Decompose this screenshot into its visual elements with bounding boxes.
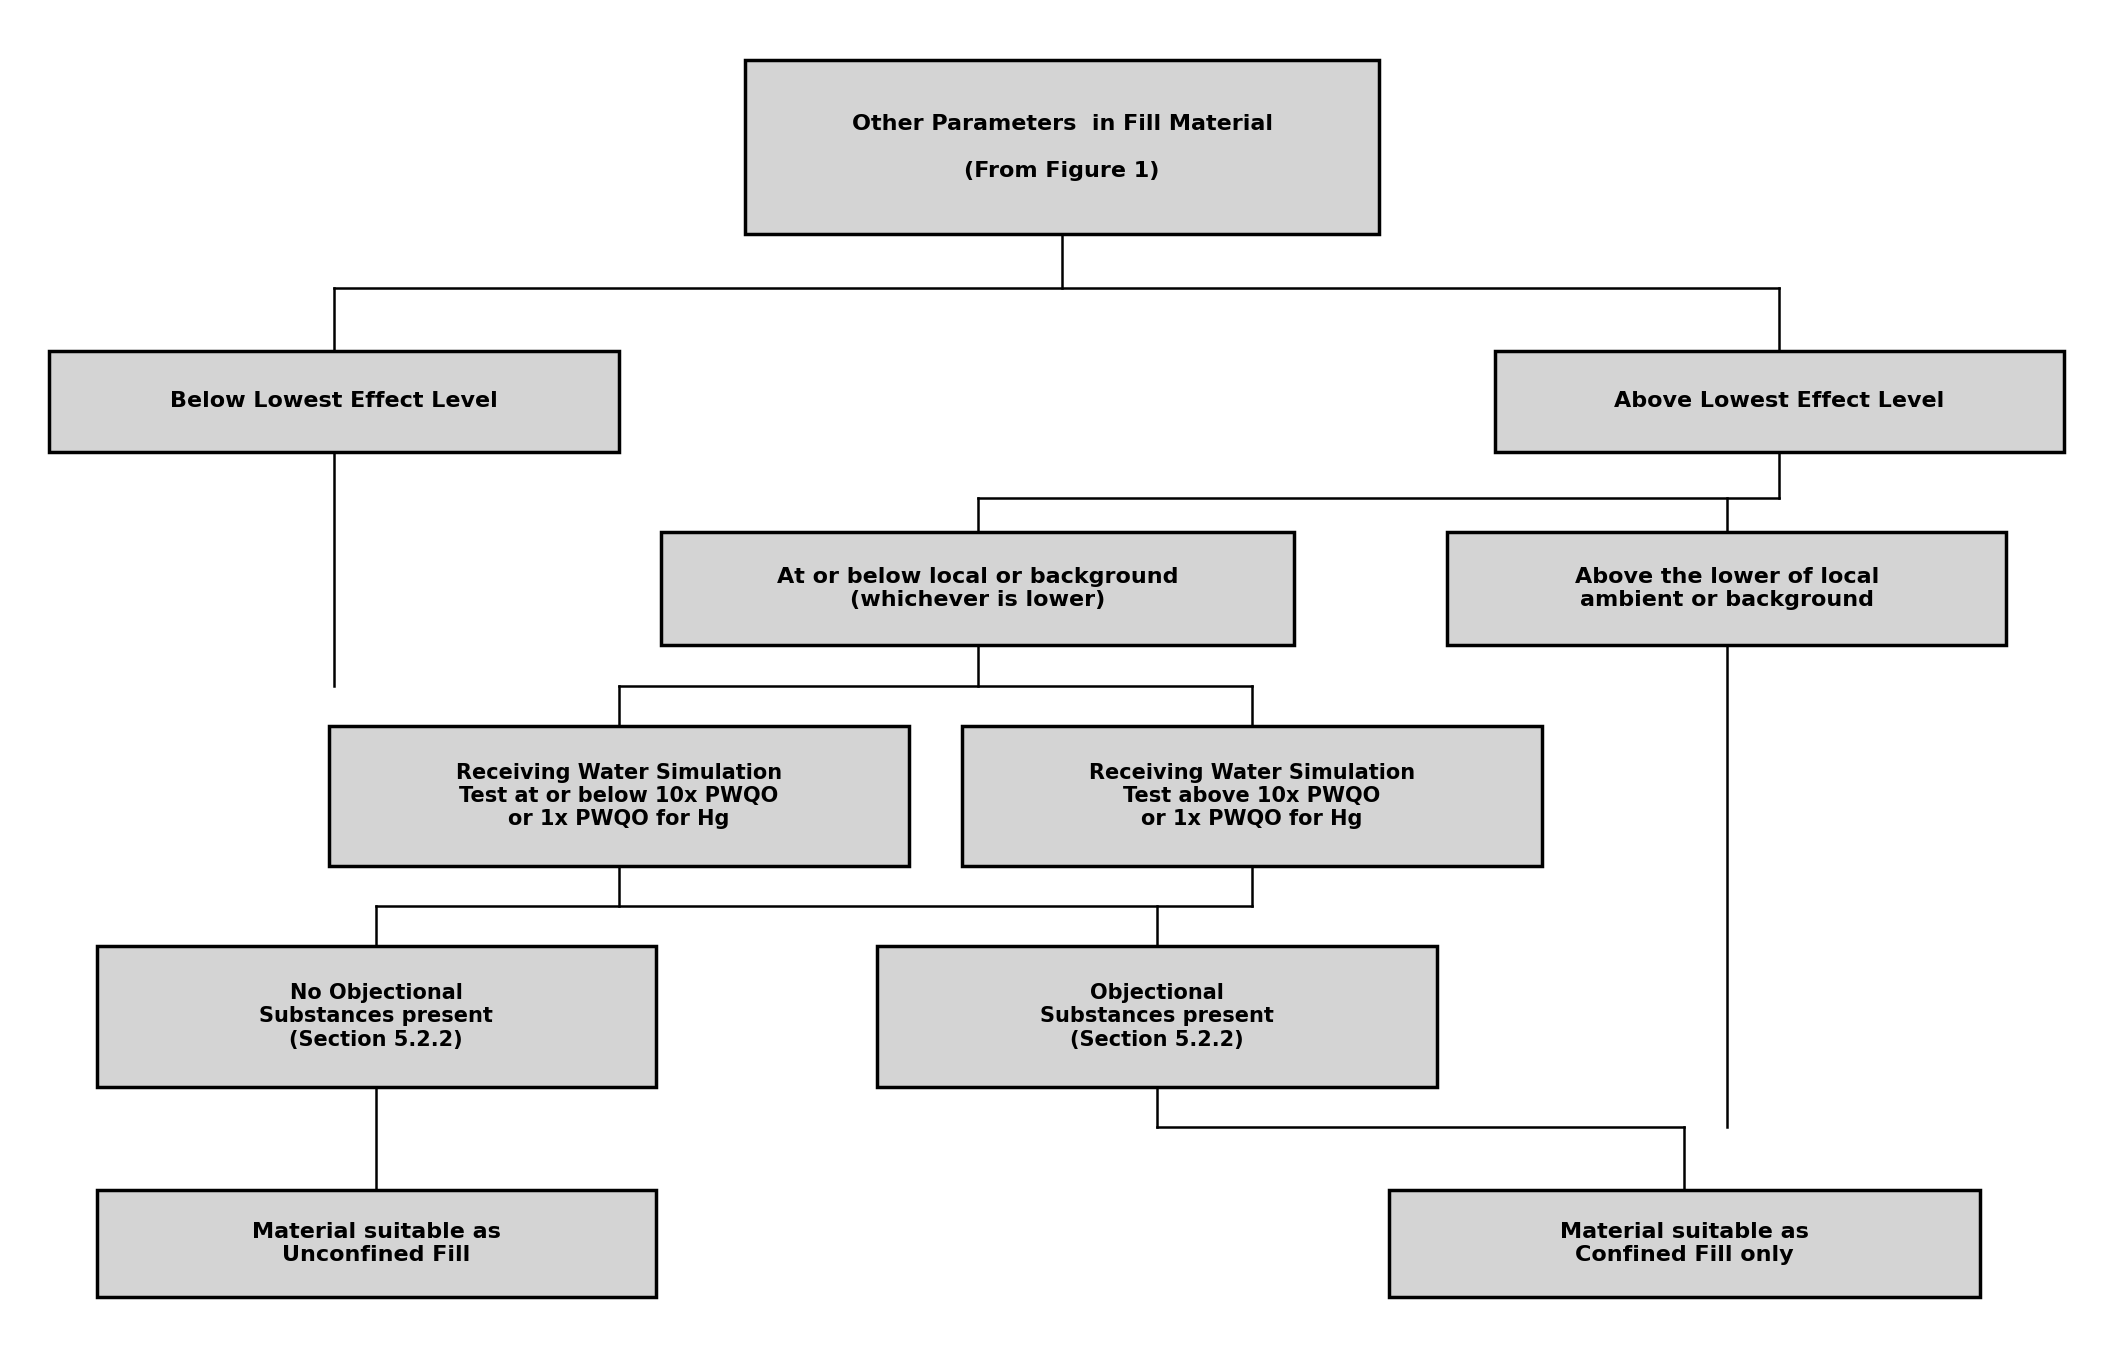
Text: Below Lowest Effect Level: Below Lowest Effect Level <box>170 392 497 412</box>
FancyBboxPatch shape <box>1446 532 2007 646</box>
Text: At or below local or background
(whichever is lower): At or below local or background (whichev… <box>777 567 1179 611</box>
Text: No Objectional
Substances present
(Section 5.2.2): No Objectional Substances present (Secti… <box>259 984 493 1050</box>
Text: Objectional
Substances present
(Section 5.2.2): Objectional Substances present (Section … <box>1041 984 1274 1050</box>
FancyBboxPatch shape <box>962 725 1542 866</box>
FancyBboxPatch shape <box>329 725 909 866</box>
FancyBboxPatch shape <box>877 946 1436 1086</box>
FancyBboxPatch shape <box>96 946 656 1086</box>
FancyBboxPatch shape <box>49 351 618 451</box>
FancyBboxPatch shape <box>661 532 1294 646</box>
FancyBboxPatch shape <box>96 1190 656 1297</box>
FancyBboxPatch shape <box>1495 351 2065 451</box>
FancyBboxPatch shape <box>1389 1190 1980 1297</box>
Text: Above the lower of local
ambient or background: Above the lower of local ambient or back… <box>1574 567 1880 611</box>
Text: Material suitable as
Unconfined Fill: Material suitable as Unconfined Fill <box>253 1223 501 1266</box>
Text: Receiving Water Simulation
Test at or below 10x PWQO
or 1x PWQO for Hg: Receiving Water Simulation Test at or be… <box>457 763 782 830</box>
Text: Above Lowest Effect Level: Above Lowest Effect Level <box>1614 392 1946 412</box>
Text: Material suitable as
Confined Fill only: Material suitable as Confined Fill only <box>1559 1223 1810 1266</box>
Text: Other Parameters  in Fill Material

(From Figure 1): Other Parameters in Fill Material (From … <box>852 113 1272 181</box>
Text: Receiving Water Simulation
Test above 10x PWQO
or 1x PWQO for Hg: Receiving Water Simulation Test above 10… <box>1090 763 1415 830</box>
FancyBboxPatch shape <box>746 61 1378 234</box>
